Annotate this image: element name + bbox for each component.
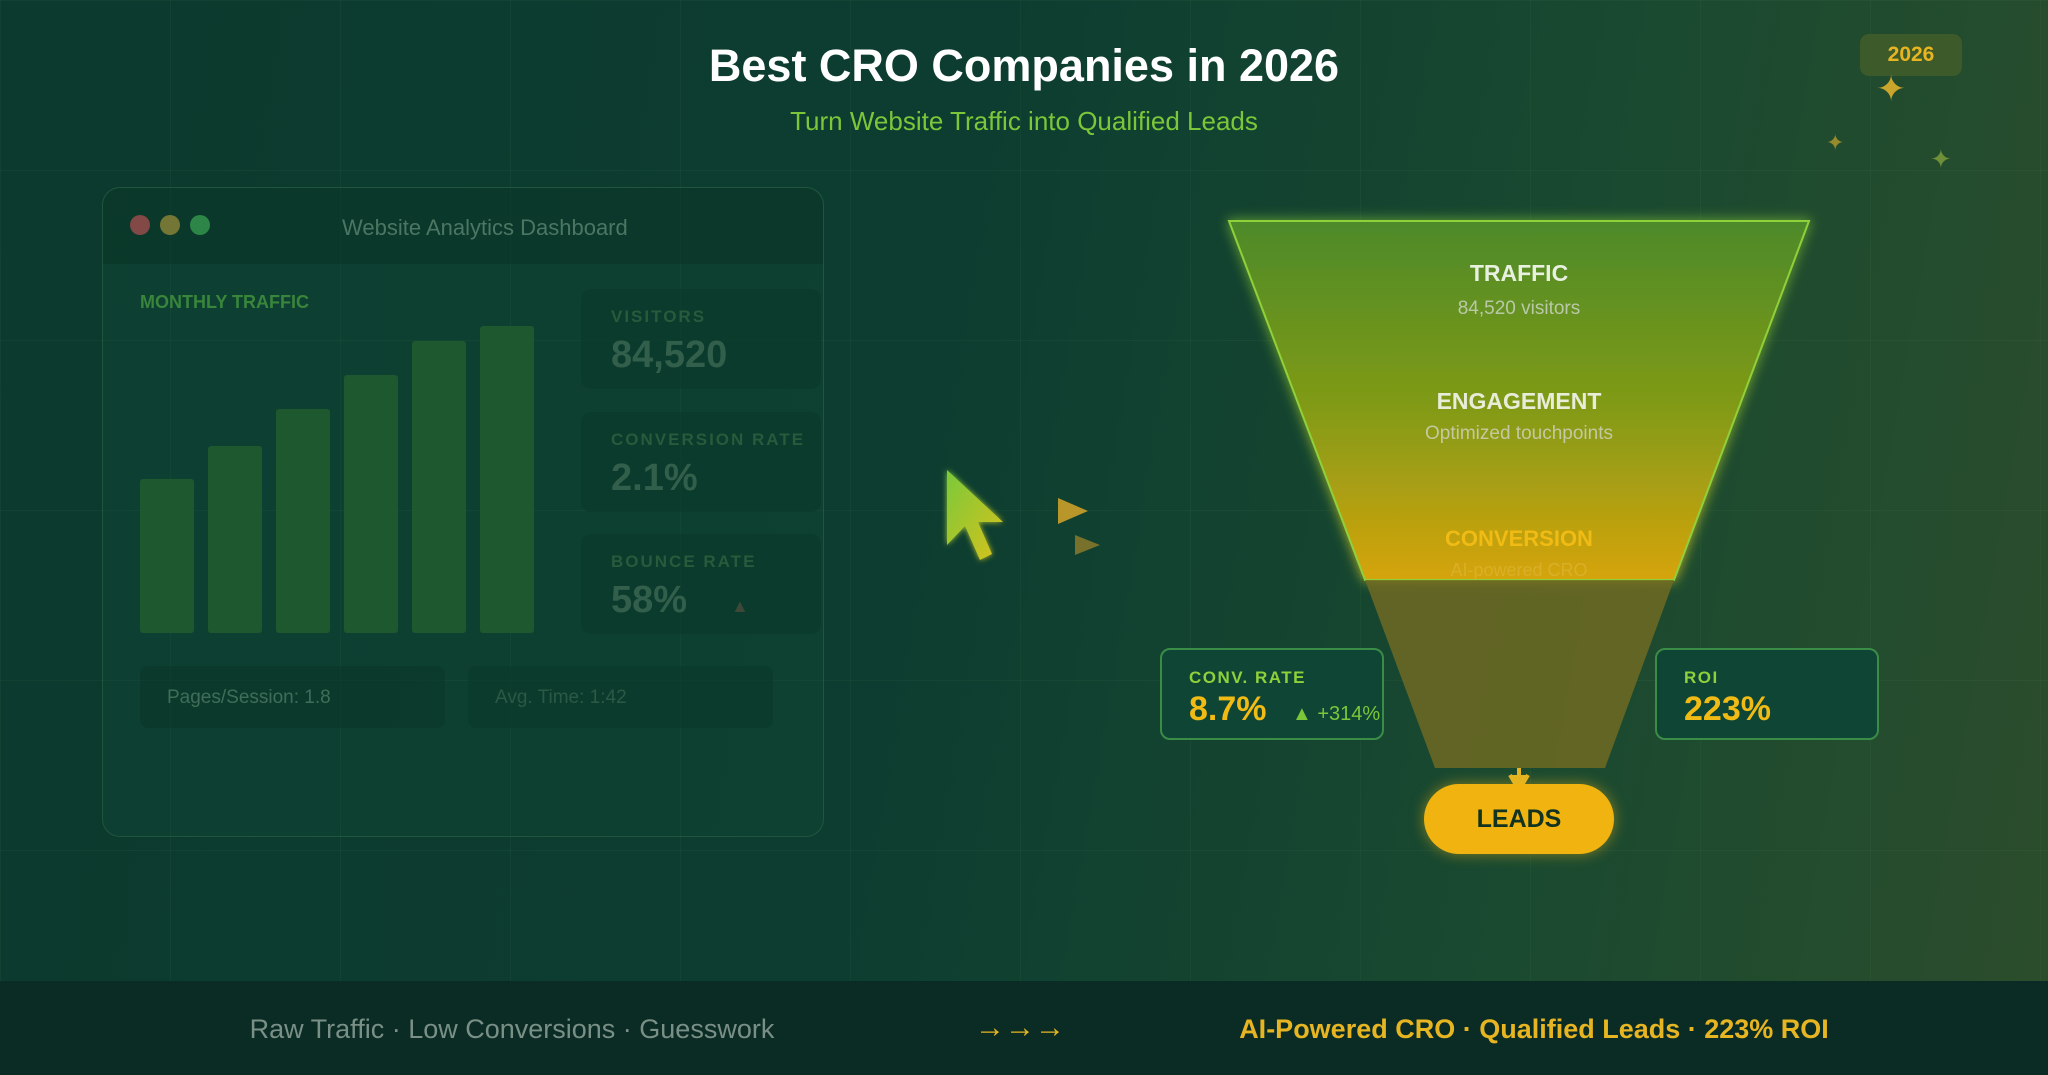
close-dot xyxy=(130,215,150,235)
funnel-traffic-label: TRAFFIC xyxy=(1469,260,1569,286)
traffic-bar xyxy=(412,341,466,633)
traffic-bar xyxy=(208,446,262,633)
sparkle-icon: ✦ xyxy=(1930,144,1952,174)
dashboard-titlebar: Website Analytics Dashboard xyxy=(103,188,823,264)
maximize-dot xyxy=(190,215,210,235)
traffic-bar xyxy=(276,409,330,633)
stat-value: 2.1% xyxy=(611,457,698,499)
avg-time-text: Avg. Time: 1:42 xyxy=(495,687,627,708)
funnel-bottom xyxy=(1365,580,1674,768)
trend-up-icon: ▲ xyxy=(731,596,749,616)
cursor-graphic xyxy=(930,460,1130,580)
stat-label: BOUNCE RATE xyxy=(611,552,757,571)
funnel-traffic-sub: 84,520 visitors xyxy=(1457,298,1581,319)
conversion-rate-stat: CONVERSION RATE 2.1% xyxy=(581,412,821,512)
analytics-dashboard: Website Analytics Dashboard MONTHLY TRAF… xyxy=(102,187,824,837)
monthly-traffic-label: MONTHLY TRAFFIC xyxy=(140,292,309,312)
dashboard-title: Website Analytics Dashboard xyxy=(342,215,628,240)
conv-rate-label: CONV. RATE xyxy=(1189,668,1307,687)
pages-per-session-text: Pages/Session: 1.8 xyxy=(167,687,331,708)
year-badge: 2026 xyxy=(1860,34,1962,76)
avg-time-box: Avg. Time: 1:42 xyxy=(468,666,773,728)
conversion-funnel xyxy=(1227,220,1811,794)
conv-rate-delta: ▲ +314% xyxy=(1292,703,1381,725)
funnel-engagement-sub: Optimized touchpoints xyxy=(1425,423,1613,444)
footer-bar: Raw Traffic · Low Conversions · Guesswor… xyxy=(0,981,2048,1075)
sparkle-icon: ✦ xyxy=(1876,68,1907,109)
sparkle-icon: ✦ xyxy=(1826,130,1845,155)
minimize-dot xyxy=(160,215,180,235)
funnel-conversion-label: CONVERSION xyxy=(1445,526,1593,551)
stat-label: VISITORS xyxy=(611,307,707,326)
traffic-bar xyxy=(344,375,398,633)
visitors-stat: VISITORS 84,520 xyxy=(581,289,821,389)
stat-value: 58% xyxy=(611,579,688,621)
page-subtitle: Turn Website Traffic into Qualified Lead… xyxy=(790,106,1258,136)
traffic-bar xyxy=(480,326,534,633)
leads-badge: LEADS xyxy=(1424,784,1614,854)
footer-arrows: →→→ xyxy=(975,1011,1065,1044)
roi-value: 223% xyxy=(1684,690,1771,728)
conv-rate-value: 8.7% xyxy=(1189,690,1267,728)
roi-card: ROI 223% xyxy=(1655,648,1879,740)
funnel-conversion-sub: AI-powered CRO xyxy=(1450,560,1588,580)
stat-label: CONVERSION RATE xyxy=(611,430,806,449)
pages-per-session-box: Pages/Session: 1.8 xyxy=(140,666,445,728)
footer-after-text: AI-Powered CRO · Qualified Leads · 223% … xyxy=(1239,1014,1829,1044)
traffic-bar xyxy=(140,479,194,633)
footer-before-text: Raw Traffic · Low Conversions · Guesswor… xyxy=(249,1014,775,1044)
funnel-engagement-label: ENGAGEMENT xyxy=(1436,388,1602,414)
page-title: Best CRO Companies in 2026 xyxy=(708,40,1340,91)
stat-value: 84,520 xyxy=(611,334,728,376)
cursor-icon xyxy=(947,470,1100,560)
roi-label: ROI xyxy=(1684,668,1719,687)
bounce-rate-stat: BOUNCE RATE 58% ▲ xyxy=(581,534,821,634)
conv-rate-card: CONV. RATE 8.7% ▲ +314% xyxy=(1160,648,1384,740)
